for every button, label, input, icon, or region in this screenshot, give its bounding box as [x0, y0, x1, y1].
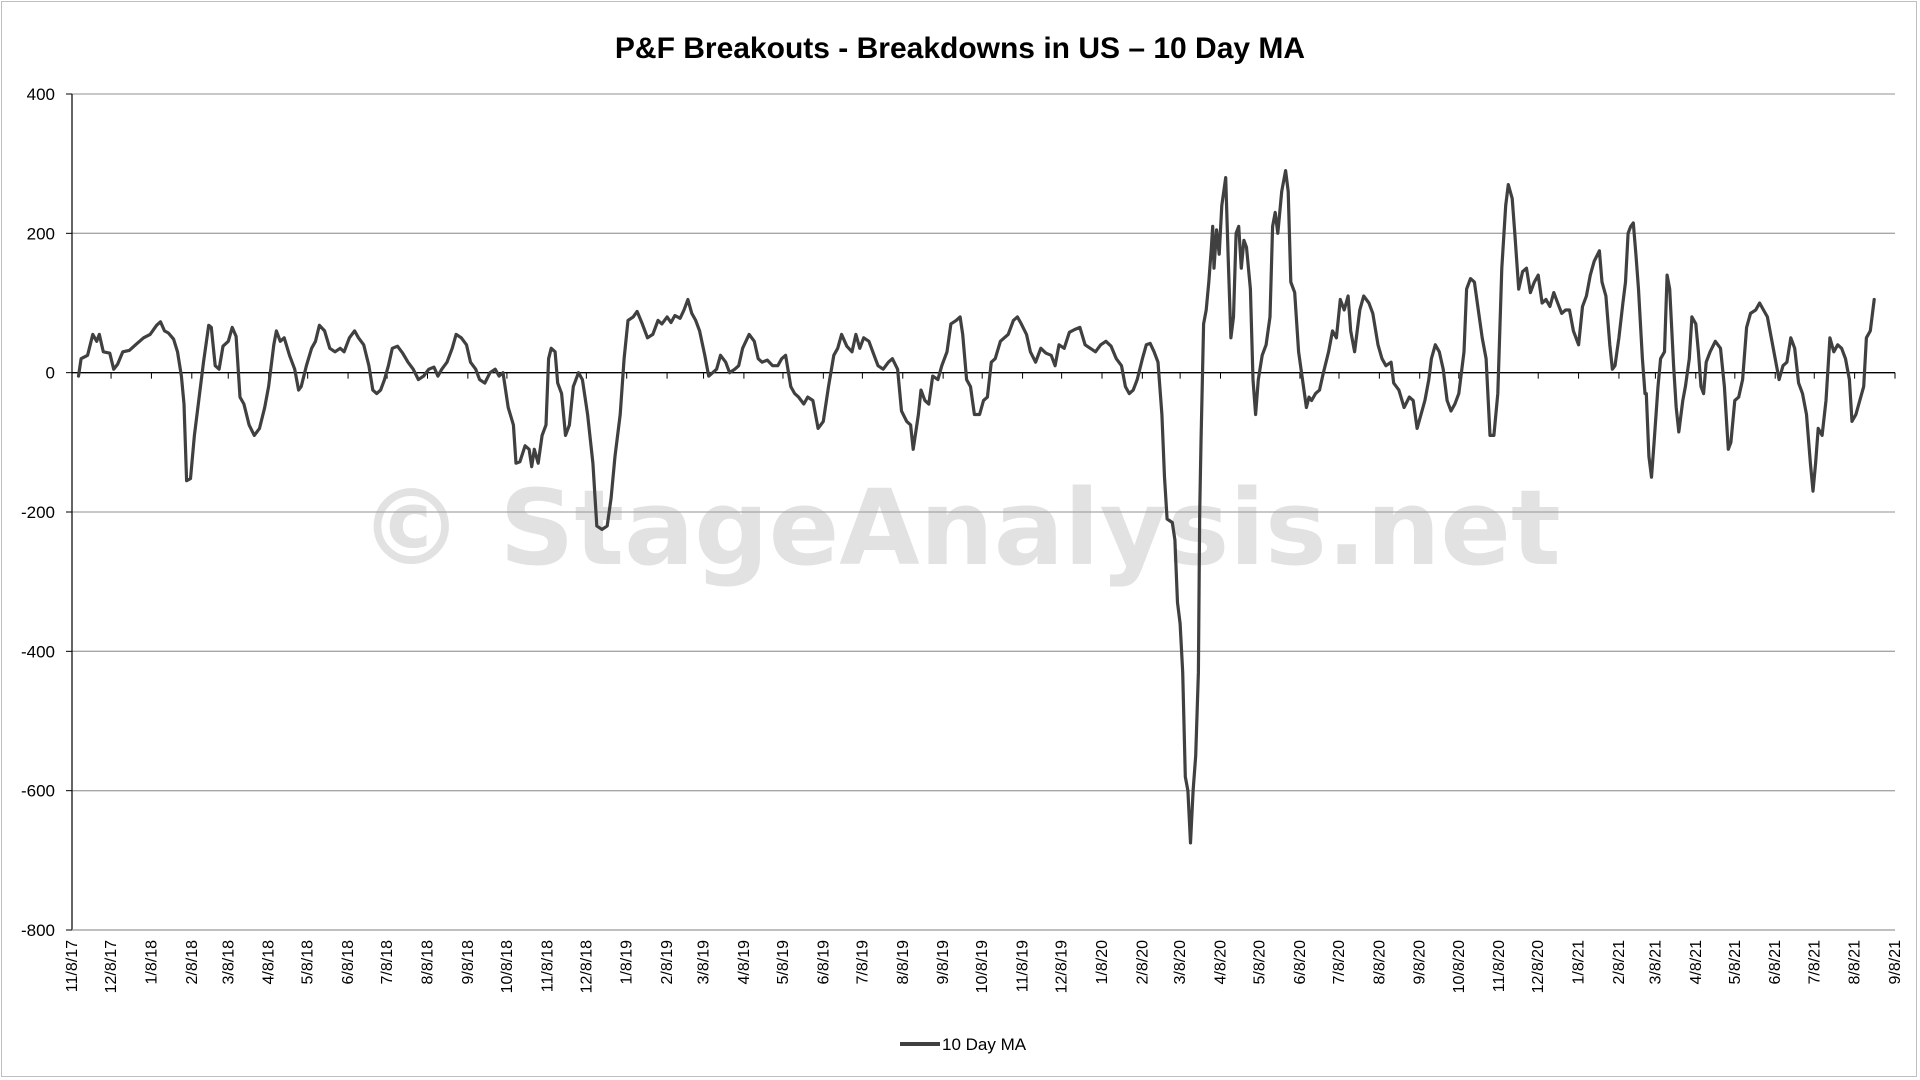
x-tick-label: 3/8/21 — [1647, 940, 1664, 985]
x-tick-label: 6/8/20 — [1292, 940, 1309, 985]
x-tick-label: 9/8/18 — [460, 940, 477, 985]
y-tick-label: -200 — [21, 503, 55, 522]
y-tick-label: 400 — [27, 85, 55, 104]
x-tick-label: 2/8/20 — [1134, 940, 1151, 985]
x-tick-label: 8/8/19 — [895, 940, 912, 985]
x-tick-label: 8/8/20 — [1371, 940, 1388, 985]
x-tick-label: 9/8/19 — [935, 940, 952, 985]
x-tick-label: 4/8/19 — [736, 940, 753, 985]
x-tick-label: 10/8/19 — [974, 940, 991, 993]
x-tick-label: 8/8/21 — [1847, 940, 1864, 985]
series-lines — [76, 169, 1876, 845]
y-tick-label: 0 — [46, 364, 55, 383]
x-tick-label: 4/8/20 — [1212, 940, 1229, 985]
y-tick-label: -400 — [21, 642, 55, 661]
x-tick-label: 3/8/18 — [220, 940, 237, 985]
legend-label: 10 Day MA — [942, 1035, 1027, 1054]
x-tick-label: 7/8/19 — [854, 940, 871, 985]
x-tick-label: 5/8/19 — [775, 940, 792, 985]
x-tick-label: 8/8/18 — [419, 940, 436, 985]
legend: 10 Day MA — [900, 1035, 1027, 1054]
x-tick-label: 4/8/18 — [261, 940, 278, 985]
x-tick-label: 4/8/21 — [1688, 940, 1705, 985]
x-tick-label: 9/8/20 — [1412, 940, 1429, 985]
x-tick-label: 12/8/18 — [578, 940, 595, 993]
y-tick-label: -600 — [21, 782, 55, 801]
x-tick-label: 5/8/20 — [1252, 940, 1269, 985]
x-tick-label: 7/8/20 — [1331, 940, 1348, 985]
x-tick-label: 2/8/21 — [1611, 940, 1628, 985]
x-tick-label: 11/8/20 — [1491, 940, 1508, 992]
x-tick-label: 12/8/19 — [1054, 940, 1071, 993]
x-tick-label: 9/8/21 — [1887, 940, 1904, 985]
chart-title: P&F Breakouts - Breakdowns in US – 10 Da… — [615, 32, 1305, 65]
x-tick-label: 5/8/21 — [1727, 940, 1744, 985]
x-tick-label: 12/8/17 — [103, 940, 120, 993]
x-tick-label: 6/8/19 — [815, 940, 832, 985]
grid-lines — [72, 93, 1895, 931]
x-tick-labels: 11/8/17 12/8/17 1/8/18 2/8/18 3/8/18 4/8/18 5/… — [64, 940, 1904, 993]
x-tick-label: 6/8/21 — [1767, 940, 1784, 985]
x-tick-label: 1/8/21 — [1571, 940, 1588, 985]
x-tick-label: 1/8/18 — [143, 940, 160, 985]
x-tick-label: 11/8/19 — [1015, 940, 1032, 992]
x-tick-label: 7/8/21 — [1806, 940, 1823, 985]
y-tick-label: 200 — [27, 224, 55, 243]
x-tick-label: 5/8/18 — [300, 940, 317, 985]
x-tick-label: 3/8/19 — [696, 940, 713, 985]
x-tick-label: 6/8/18 — [340, 940, 357, 985]
watermark: © StageAnalysis.net — [359, 467, 1560, 589]
x-tick-label: 1/8/19 — [619, 940, 636, 985]
x-tick-label: 1/8/20 — [1094, 940, 1111, 985]
axes — [66, 93, 1896, 931]
x-tick-label: 12/8/20 — [1530, 940, 1547, 993]
x-tick-label: 11/8/18 — [539, 940, 556, 992]
x-tick-label: 7/8/18 — [379, 940, 396, 985]
y-tick-labels: 400 200 0 -200 -400 -600 -800 — [21, 85, 55, 940]
x-tick-label: 10/8/20 — [1451, 940, 1468, 993]
x-tick-label: 2/8/18 — [184, 940, 201, 985]
x-tick-label: 3/8/20 — [1172, 940, 1189, 985]
series-line — [76, 169, 1876, 845]
x-tick-label: 2/8/19 — [659, 940, 676, 985]
x-tick-label: 11/8/17 — [64, 940, 81, 992]
x-tick-label: 10/8/18 — [499, 940, 516, 993]
y-tick-label: -800 — [21, 921, 55, 940]
